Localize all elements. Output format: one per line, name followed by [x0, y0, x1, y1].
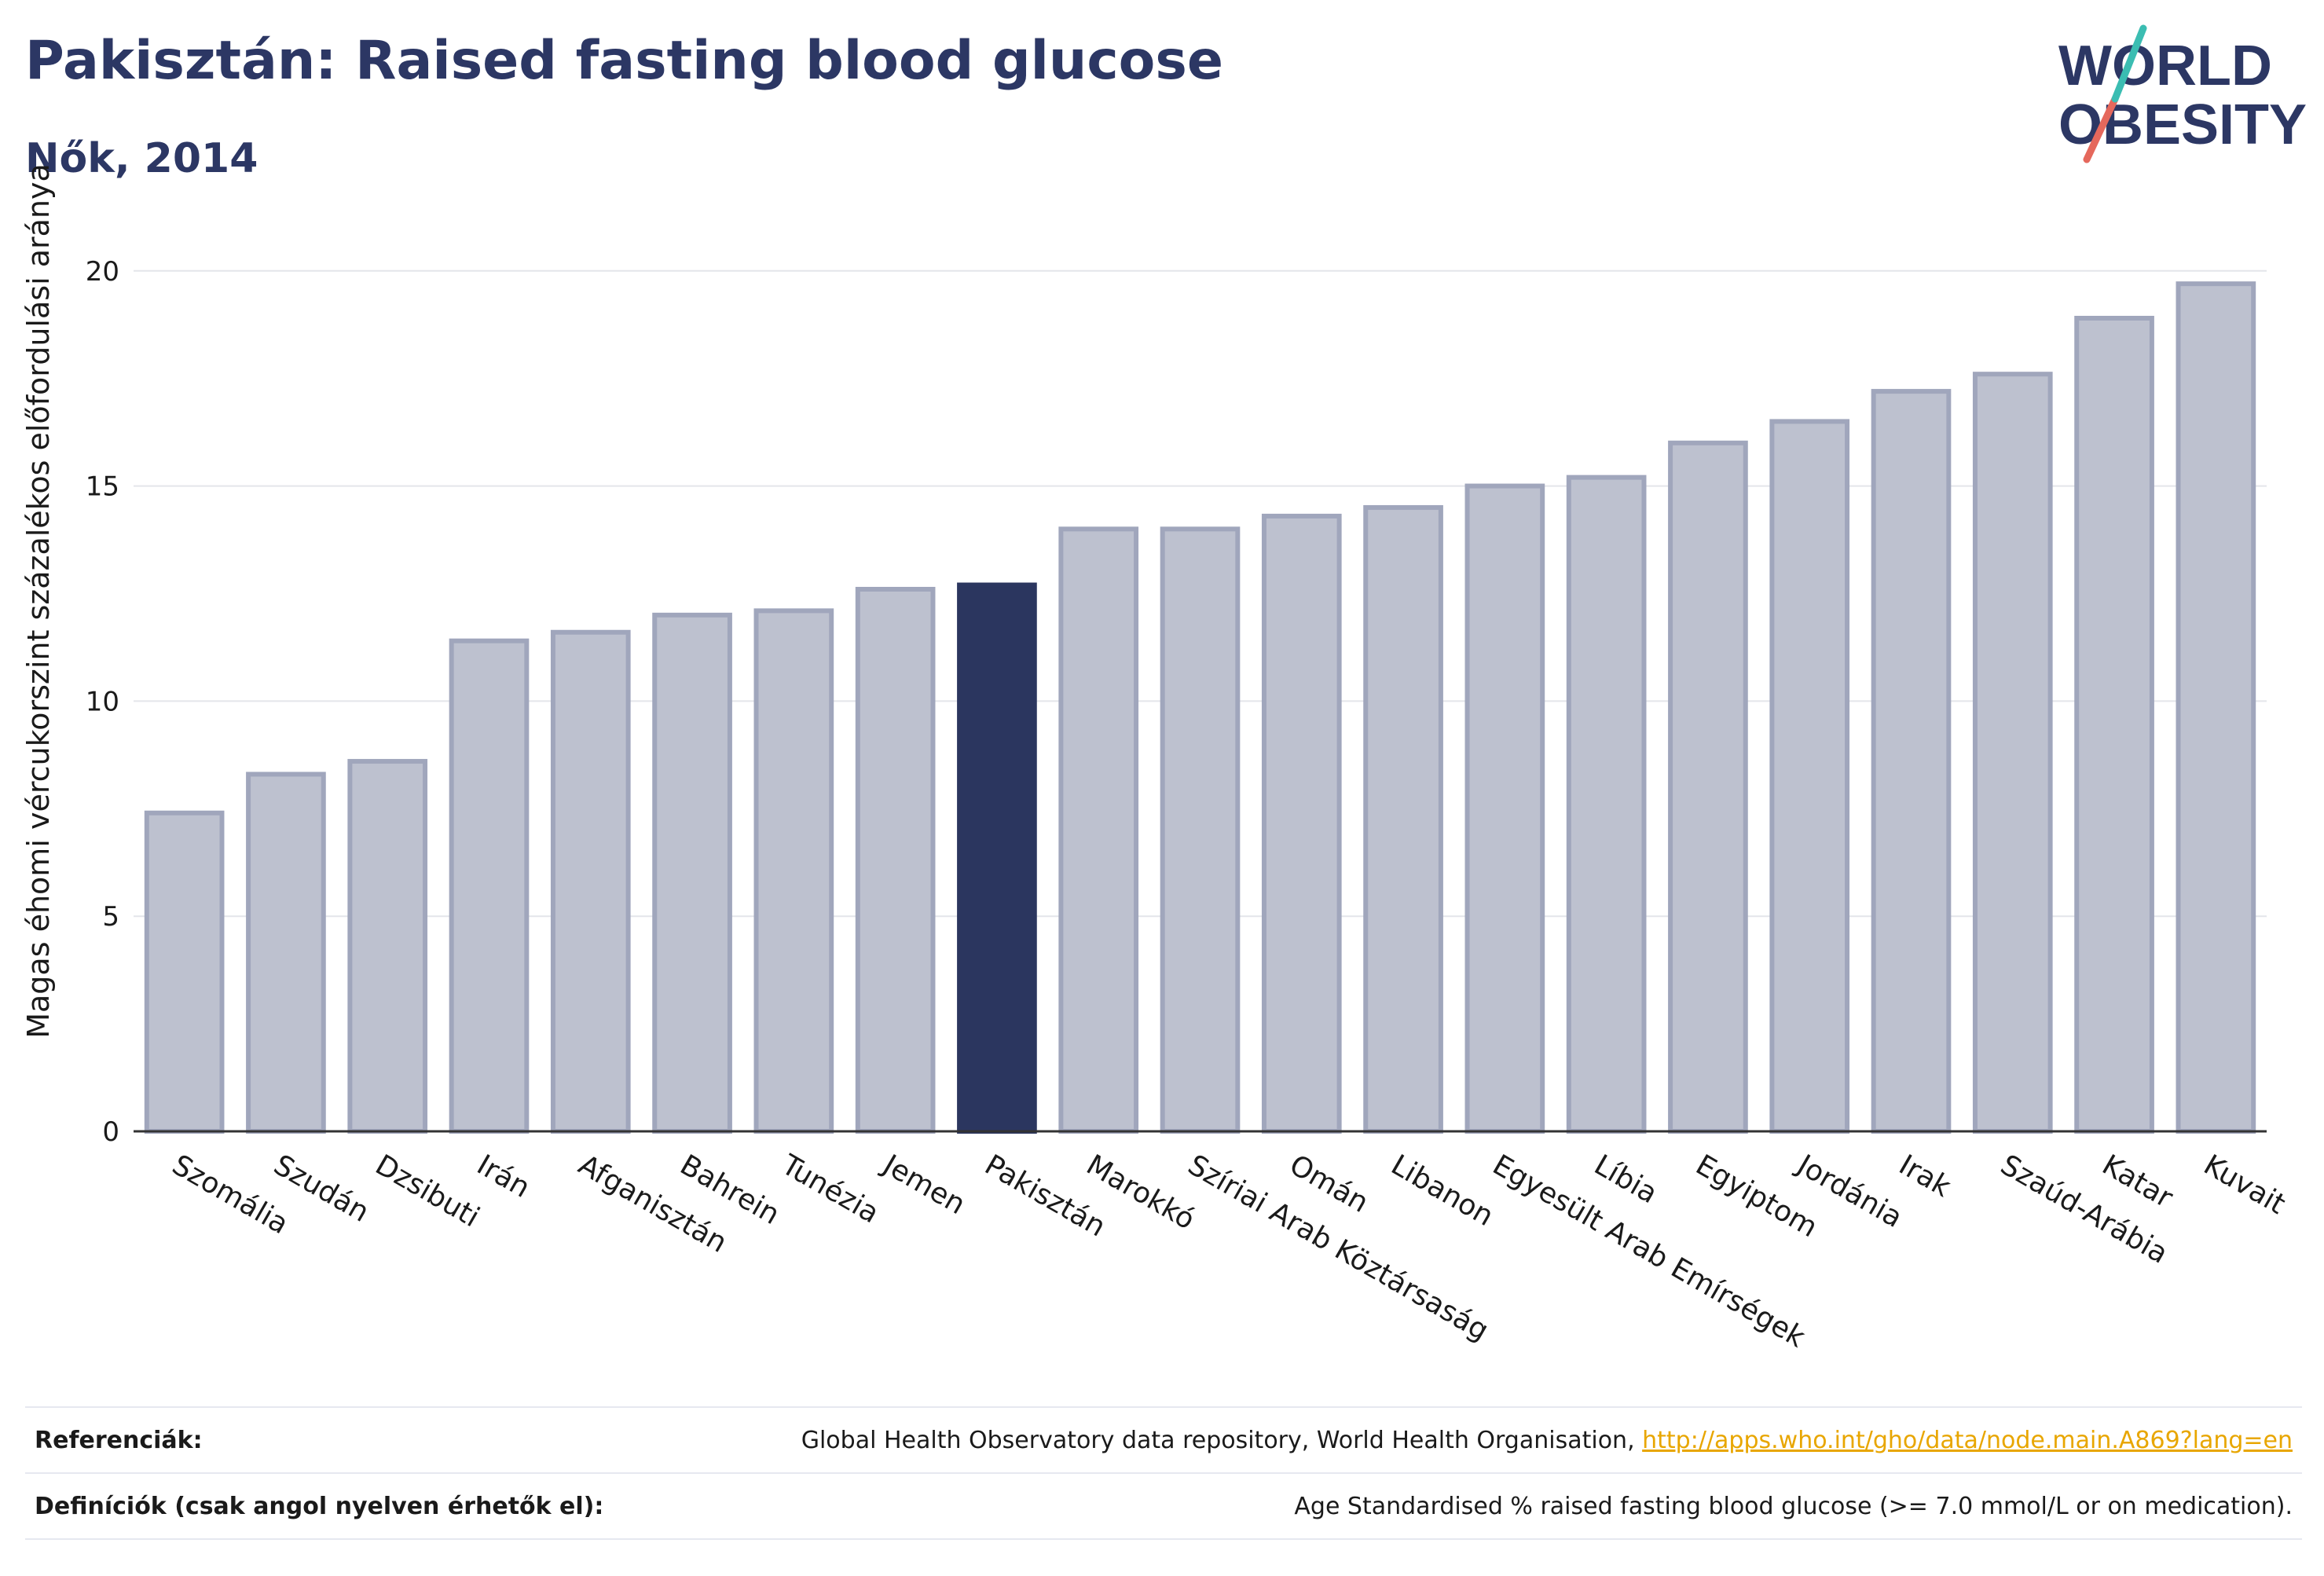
references-link[interactable]: http://apps.who.int/gho/data/node.main.A… [1642, 1426, 2293, 1454]
references-text: Global Health Observatory data repositor… [801, 1426, 1643, 1454]
x-tick-label: Líbia [1589, 1149, 1662, 1210]
bar [2176, 281, 2256, 1134]
bar [957, 582, 1037, 1134]
bar [144, 810, 225, 1134]
references-value: Global Health Observatory data repositor… [801, 1427, 2302, 1454]
bar [1972, 372, 2053, 1134]
y-tick-label: 0 [102, 1116, 119, 1148]
x-tick-label: Irán [471, 1149, 535, 1204]
footer: Referenciák: Global Health Observatory d… [25, 1406, 2302, 1540]
y-axis-label: Magas éhomi vércukorszint százalékos elő… [21, 163, 56, 1039]
chart-title: Pakisztán: Raised fasting blood glucose [25, 30, 1223, 92]
world-obesity-logo: WORLD OBESITY [2058, 24, 2307, 163]
bar [1566, 475, 1647, 1134]
bar [652, 612, 732, 1134]
x-tick-label: Jemen [876, 1148, 970, 1221]
definitions-label: Definíciók (csak angol nyelven érhetők e… [35, 1492, 604, 1520]
bar [1261, 513, 1342, 1134]
logo-line1: WORLD [2058, 35, 2272, 97]
bar [449, 638, 530, 1134]
x-tick-label: Libanon [1386, 1149, 1499, 1233]
bar [1058, 526, 1139, 1134]
x-tick-label: Szomália [167, 1149, 294, 1241]
bar [2074, 316, 2154, 1134]
y-tick-label: 10 [86, 686, 119, 717]
definitions-text: Age Standardised % raised fasting blood … [1294, 1492, 2293, 1520]
x-tick-label: Szaúd-Arábia [1995, 1149, 2173, 1270]
y-axis-ticks: 0 5 10 15 20 [86, 256, 119, 1148]
bar [753, 608, 834, 1134]
bar [1871, 389, 1952, 1134]
references-label: Referenciák: [35, 1426, 203, 1454]
x-tick-label: Kuvait [2198, 1149, 2291, 1221]
bar [550, 629, 631, 1134]
y-tick-label: 5 [102, 901, 119, 933]
chart-subtitle: Nők, 2014 [25, 135, 258, 182]
bar [1464, 483, 1545, 1134]
bar [347, 759, 428, 1134]
references-row: Referenciák: Global Health Observatory d… [25, 1406, 2302, 1472]
bars [144, 281, 2256, 1134]
x-tick-label: Irak [1893, 1149, 1956, 1204]
bar [1160, 526, 1241, 1134]
x-tick-label: Tunézia [775, 1149, 885, 1230]
y-tick-label: 20 [86, 256, 119, 288]
x-tick-label: Dzsibuti [370, 1149, 485, 1233]
bar [1769, 419, 1850, 1134]
y-tick-label: 15 [86, 471, 119, 503]
bar [1668, 440, 1748, 1134]
bar [1363, 504, 1443, 1134]
bar [855, 587, 936, 1134]
bar [246, 772, 326, 1134]
definitions-row: Definíciók (csak angol nyelven érhetők e… [25, 1472, 2302, 1540]
